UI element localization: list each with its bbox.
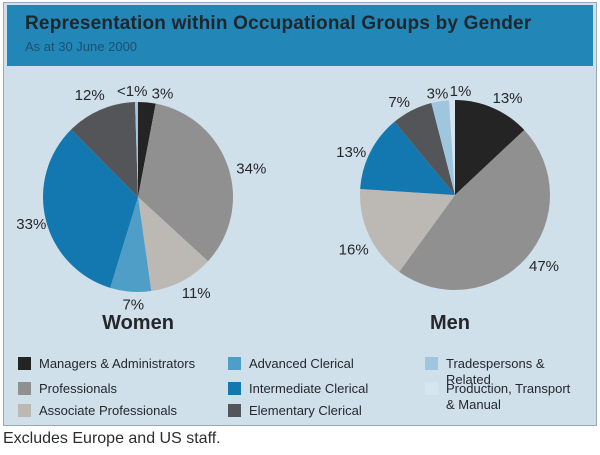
women-value-label-professionals: 34% bbox=[236, 161, 266, 178]
legend-label-managers-administrators: Managers & Administrators bbox=[39, 356, 196, 371]
legend-swatch-managers-administrators bbox=[18, 357, 31, 370]
legend-item-associate-professionals: Associate Professionals bbox=[18, 403, 223, 419]
legend-label-tradespersons-related: Tradespersons & Related bbox=[446, 356, 545, 387]
legend-item-advanced-clerical: Advanced Clerical bbox=[228, 356, 408, 372]
legend-swatch-tradespersons-related bbox=[425, 357, 438, 370]
men-slice-intermediate-clerical bbox=[360, 121, 455, 195]
header-band: Representation within Occupational Group… bbox=[7, 5, 593, 66]
legend-swatch-intermediate-clerical bbox=[228, 382, 241, 395]
men-slice-professionals bbox=[399, 129, 550, 291]
men-slice-production-transport-manual bbox=[449, 100, 455, 195]
women-value-label-advanced-clerical: 7% bbox=[122, 297, 144, 314]
women-value-label-managers-administrators: 3% bbox=[152, 86, 174, 103]
legend-swatch-production-transport-manual bbox=[425, 382, 438, 395]
legend-swatch-elementary-clerical bbox=[228, 404, 241, 417]
legend-item-professionals: Professionals bbox=[18, 381, 223, 397]
women-slice-elementary-clerical bbox=[71, 102, 138, 197]
men-slice-tradespersons-related bbox=[431, 100, 455, 195]
men-value-label-elementary-clerical: 7% bbox=[388, 94, 410, 111]
men-slice-elementary-clerical bbox=[394, 102, 455, 195]
footnote: Excludes Europe and US staff. bbox=[3, 430, 221, 447]
page-title: Representation within Occupational Group… bbox=[25, 13, 532, 34]
women-slice-advanced-clerical bbox=[110, 197, 152, 292]
legend-item-intermediate-clerical: Intermediate Clerical bbox=[228, 381, 408, 397]
men-value-label-managers-administrators: 13% bbox=[492, 90, 522, 107]
women-slice-managers-administrators bbox=[138, 102, 156, 197]
legend-label-advanced-clerical: Advanced Clerical bbox=[249, 356, 354, 371]
legend-item-production-transport-manual: Production, Transport & Manual bbox=[425, 381, 577, 412]
men-slice-managers-administrators bbox=[455, 100, 525, 195]
legend-label-professionals: Professionals bbox=[39, 381, 118, 396]
women-value-label-elementary-clerical: 12% bbox=[75, 87, 105, 104]
men-caption: Men bbox=[430, 312, 470, 334]
legend-label-associate-professionals: Associate Professionals bbox=[39, 403, 178, 418]
chart-subtitle: As at 30 June 2000 bbox=[25, 39, 138, 54]
men-value-label-professionals: 47% bbox=[529, 258, 559, 275]
legend-swatch-associate-professionals bbox=[18, 404, 31, 417]
legend-label-intermediate-clerical: Intermediate Clerical bbox=[249, 381, 369, 396]
legend-label-production-transport-manual: Production, Transport & Manual bbox=[446, 381, 571, 412]
legend-swatch-advanced-clerical bbox=[228, 357, 241, 370]
women-value-label-tradespersons-related: <1% bbox=[117, 83, 147, 100]
women-slice-intermediate-clerical bbox=[43, 129, 138, 288]
men-value-label-production-transport-manual: 1% bbox=[450, 83, 472, 100]
women-caption: Women bbox=[102, 312, 174, 334]
women-slice-professionals bbox=[138, 103, 233, 262]
legend-item-elementary-clerical: Elementary Clerical bbox=[228, 403, 408, 419]
women-value-label-associate-professionals: 11% bbox=[182, 285, 211, 302]
men-value-label-intermediate-clerical: 13% bbox=[336, 144, 366, 161]
men-pie-chart: 13% 47% 16% 13% 7% 3% 1% bbox=[336, 83, 559, 291]
women-slice-tradespersons-related bbox=[135, 102, 138, 197]
women-slice-associate-professionals bbox=[138, 197, 208, 292]
men-value-label-tradespersons-related: 3% bbox=[427, 85, 449, 102]
legend-swatch-professionals bbox=[18, 382, 31, 395]
legend-item-managers-administrators: Managers & Administrators bbox=[18, 356, 223, 372]
men-value-label-associate-professionals: 16% bbox=[339, 242, 369, 259]
women-pie-chart: 3% 34% 11% 7% 33% 12% <1% bbox=[16, 83, 266, 314]
legend-item-tradespersons-related: Tradespersons & Related bbox=[425, 356, 577, 387]
legend-label-elementary-clerical: Elementary Clerical bbox=[249, 403, 362, 418]
women-value-label-intermediate-clerical: 33% bbox=[16, 216, 46, 233]
men-slice-associate-professionals bbox=[360, 189, 455, 272]
